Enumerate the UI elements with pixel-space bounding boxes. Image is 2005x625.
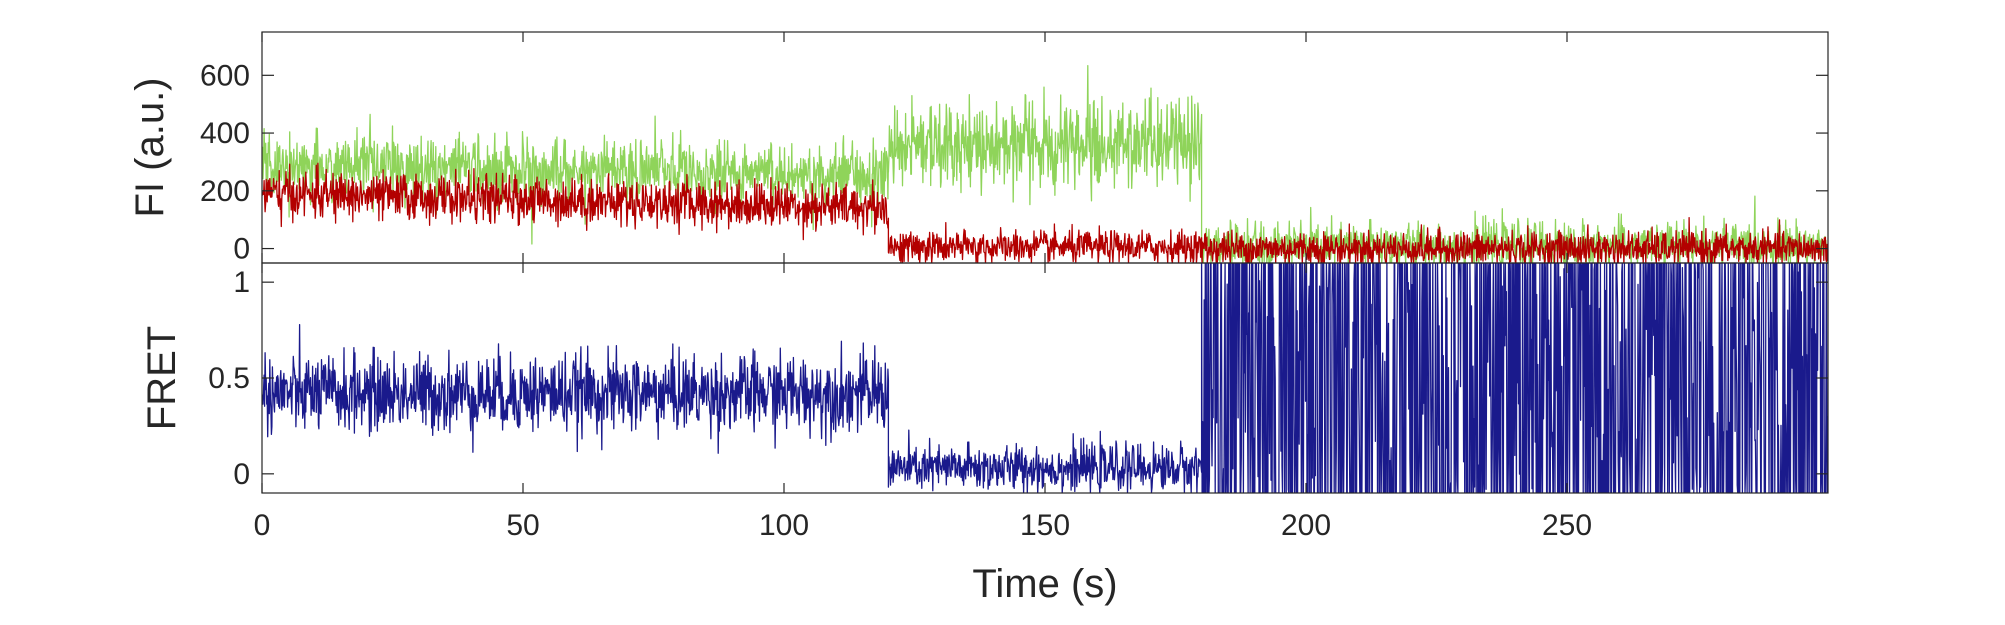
x-tick-label: 50 <box>506 509 539 542</box>
x-tick-label: 250 <box>1542 509 1592 542</box>
y-tick-label: 0 <box>233 233 250 266</box>
plot-frame <box>261 31 1829 264</box>
y-tick-label: 0 <box>233 458 250 491</box>
x-tick-label: 0 <box>254 509 271 542</box>
y-axis-label: FRET <box>140 326 184 430</box>
x-tick-label: 150 <box>1020 509 1070 542</box>
donor-trace <box>262 65 1828 263</box>
fluorescence-panel: 0 200 400 600 FI (a.u.) <box>128 31 1829 266</box>
y-axis-label: FI (a.u.) <box>128 77 172 217</box>
x-tick-label: 100 <box>759 509 809 542</box>
acceptor-trace <box>262 162 1828 263</box>
y-tick-label: 400 <box>200 117 250 150</box>
y-tick-label: 600 <box>200 59 250 92</box>
y-tick-label: 200 <box>200 175 250 208</box>
y-tick-label: 0.5 <box>208 362 250 395</box>
fret-panel: 0 0.5 1 0 50 100 150 200 250 FRET Time (s) <box>140 262 1829 606</box>
y-tick-label: 1 <box>233 266 250 299</box>
x-tick-label: 200 <box>1281 509 1331 542</box>
fret-trace <box>262 263 1828 493</box>
x-axis-label: Time (s) <box>972 562 1117 606</box>
